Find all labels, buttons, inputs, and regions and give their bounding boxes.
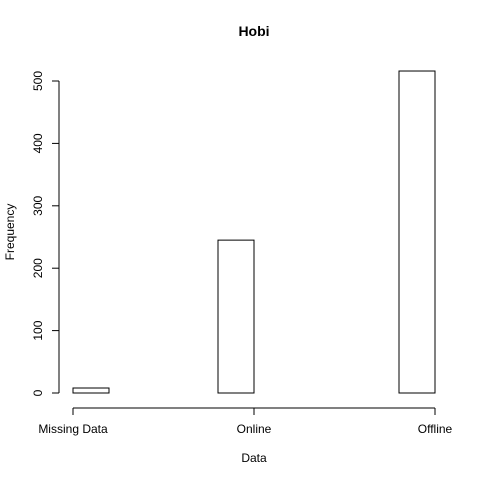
y-axis: 0 100 200 300 400 500 [31, 71, 60, 396]
y-tick-label: 100 [31, 320, 45, 340]
y-axis-label: Frequency [3, 204, 17, 261]
x-tick-label: Missing Data [38, 422, 108, 436]
x-axis-label: Data [241, 451, 267, 465]
bar-missing-data [72, 387, 110, 394]
y-tick-label: 300 [31, 195, 45, 215]
y-tick-label: 200 [31, 258, 45, 278]
x-tick-label: Offline [418, 422, 453, 436]
x-tick-label: Online [237, 422, 272, 436]
bar-offline [398, 70, 436, 394]
x-axis: Missing Data Online Offline [38, 407, 453, 436]
y-tick-label: 400 [31, 133, 45, 153]
y-tick-label: 0 [31, 389, 45, 396]
bars-layer [72, 70, 436, 394]
chart-title: Hobi [238, 23, 269, 39]
bar-online [217, 239, 255, 394]
y-tick-label: 500 [31, 71, 45, 91]
